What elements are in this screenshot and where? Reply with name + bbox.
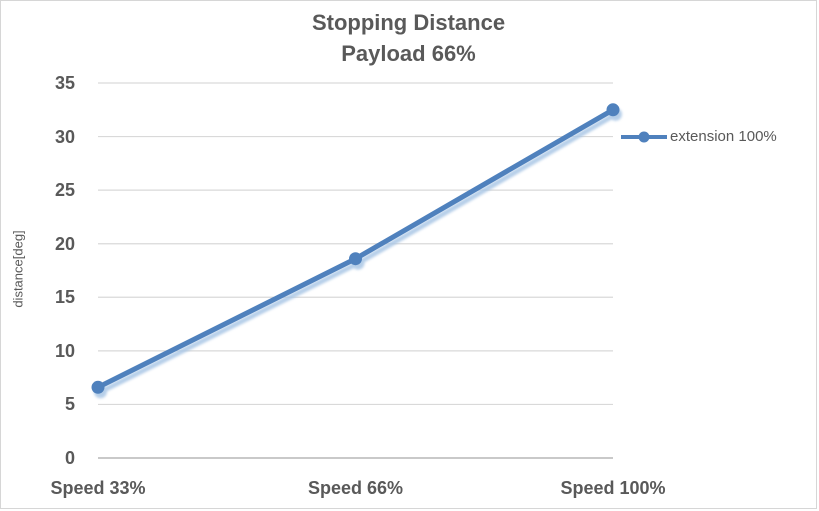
legend-line-marker-icon — [621, 131, 667, 142]
x-axis-label: Speed 100% — [560, 478, 666, 498]
y-tick-label: 30 — [54, 126, 75, 147]
chart-title-line1: Stopping Distance — [311, 10, 506, 35]
y-tick-label: 25 — [54, 180, 75, 201]
series-line — [95, 107, 616, 390]
y-tick-label: 10 — [54, 340, 75, 361]
x-axis-label: Speed 33% — [50, 478, 146, 498]
chart-title-line2: Payload 66% — [341, 41, 476, 66]
y-tick-label: 5 — [64, 394, 75, 415]
data-point-marker — [91, 380, 105, 394]
y-tick-label: 20 — [54, 233, 75, 254]
legend-label: extension 100% — [670, 128, 777, 145]
y-tick-label: 35 — [54, 73, 75, 93]
y-tick-label: 0 — [64, 448, 75, 468]
legend: extension 100% — [620, 128, 777, 145]
data-point-marker — [349, 252, 362, 266]
y-tick-label: 15 — [54, 287, 75, 308]
chart-title: Stopping Distance Payload 66% — [1, 7, 816, 69]
x-axis-label: Speed 66% — [307, 478, 404, 498]
data-point-marker — [606, 103, 620, 117]
